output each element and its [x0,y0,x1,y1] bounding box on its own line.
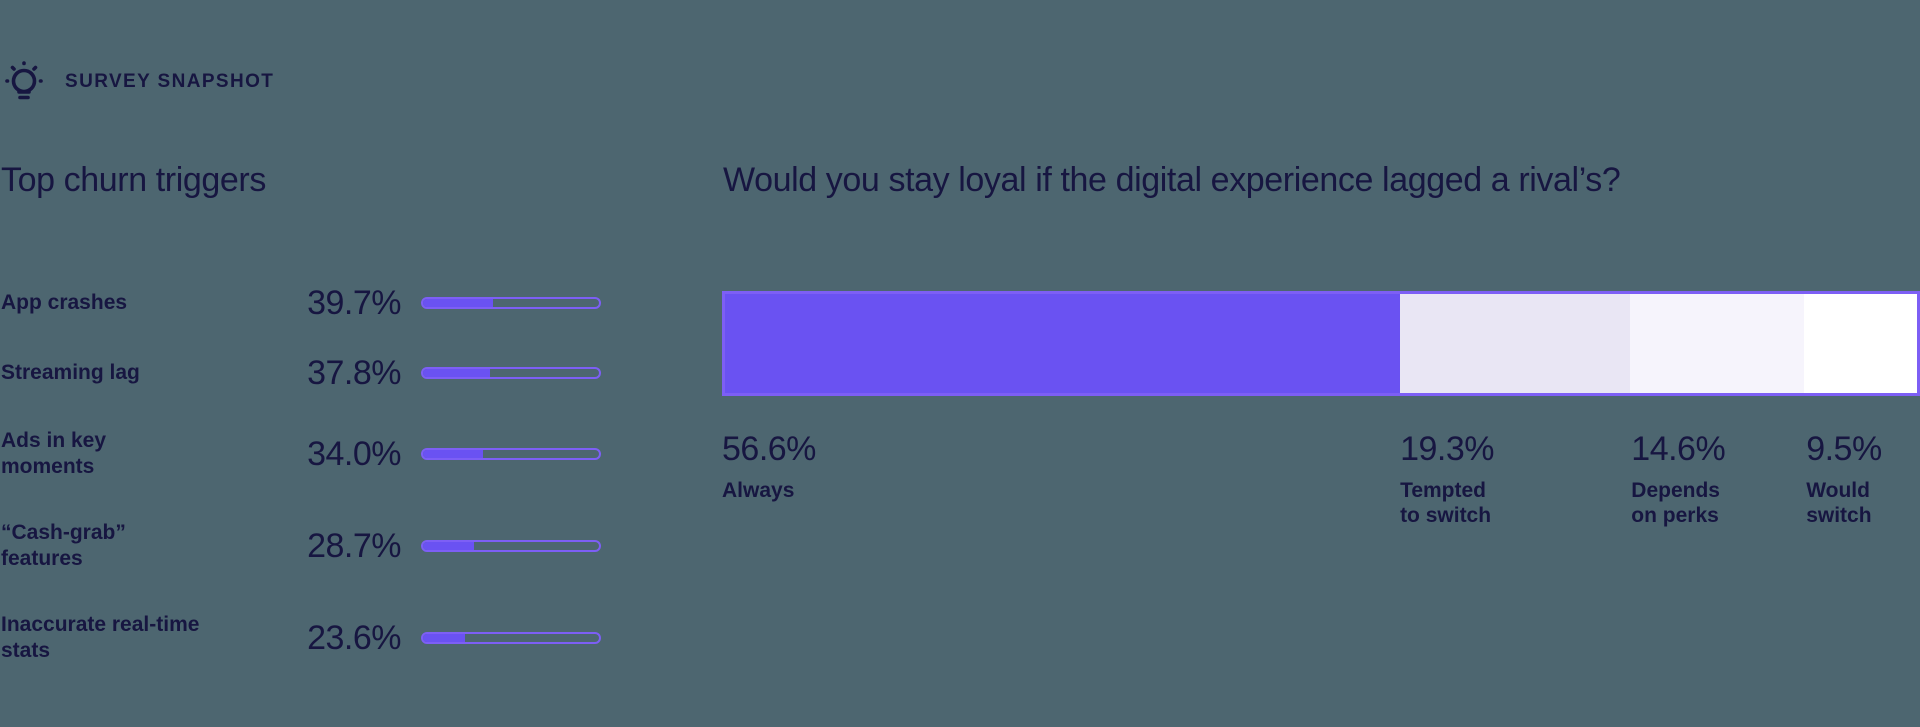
survey-snapshot-header: SURVEY SNAPSHOT [4,56,274,108]
trigger-row: Streaming lag 37.8% [1,338,601,408]
trigger-row: Inaccurate real-time stats 23.6% [1,592,601,684]
trigger-value: 28.7% [307,526,401,565]
segment-name: Always [722,479,795,502]
trigger-value: 39.7% [307,283,401,322]
trigger-row: “Cash-grab” features 28.7% [1,500,601,592]
loyalty-stacked-bar [722,291,1920,396]
loyalty-segment-labels: 56.6% Always 19.3% Tempted to switch 14.… [722,430,1920,570]
segment-name: Depends on perks [1631,479,1720,527]
lightbulb-icon [5,61,43,100]
survey-snapshot-label: SURVEY SNAPSHOT [65,71,275,92]
segment-value: 14.6% [1631,430,1726,468]
trigger-progress-fill [423,299,493,307]
stacked-bar-segment [1629,294,1804,393]
segment-label-group: 9.5% Would switch [1806,430,1911,528]
trigger-value: 37.8% [307,353,401,392]
trigger-label: App crashes [1,291,128,314]
trigger-progress-bar [421,297,601,309]
loyalty-chart: 56.6% Always 19.3% Tempted to switch 14.… [722,291,1920,570]
stacked-bar-segment [1803,294,1917,393]
segment-name: Tempted to switch [1400,479,1492,527]
segment-label-group: 56.6% Always [722,430,816,503]
trigger-value: 23.6% [307,618,401,657]
trigger-row: Ads in key moments 34.0% [1,408,601,500]
trigger-progress-bar [421,367,601,379]
trigger-progress-fill [423,542,474,550]
loyalty-question-title: Would you stay loyal if the digital expe… [723,161,1621,199]
trigger-row: App crashes 39.7% [1,268,601,338]
churn-title: Top churn triggers [1,161,266,199]
segment-value: 56.6% [722,430,816,468]
trigger-label: “Cash-grab” features [1,521,126,570]
trigger-label: Streaming lag [1,361,140,384]
trigger-label: Ads in key moments [1,429,107,478]
trigger-progress-fill [423,369,490,377]
segment-value: 19.3% [1400,430,1494,468]
segment-name: Would switch [1806,479,1872,527]
stacked-bar-segment [1399,294,1630,393]
trigger-progress-fill [423,450,483,458]
segment-value: 9.5% [1806,430,1882,468]
segment-label-group: 19.3% Tempted to switch [1400,430,1505,528]
churn-trigger-list: App crashes 39.7% Streaming lag 37.8% Ad… [1,268,601,684]
trigger-progress-bar [421,448,601,460]
trigger-progress-bar [421,540,601,552]
stacked-bar-segment [725,294,1400,393]
trigger-progress-bar [421,632,601,644]
trigger-progress-fill [423,634,465,642]
trigger-value: 34.0% [307,434,401,473]
segment-label-group: 14.6% Depends on perks [1631,430,1736,528]
trigger-label: Inaccurate real-time stats [1,613,200,662]
